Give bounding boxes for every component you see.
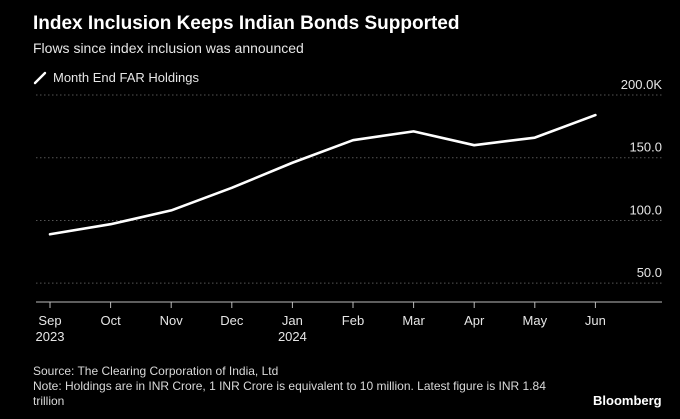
x-tick-label: Dec <box>220 313 244 328</box>
series-line <box>48 113 597 236</box>
chart-subtitle: Flows since index inclusion was announce… <box>33 40 304 56</box>
x-tick-label: Jan <box>282 313 303 328</box>
chart-footer: Source: The Clearing Corporation of Indi… <box>33 364 563 409</box>
x-tick-label: Mar <box>402 313 425 328</box>
source-note: Source: The Clearing Corporation of Indi… <box>33 364 279 378</box>
legend-label: Month End FAR Holdings <box>53 70 199 85</box>
x-tick-label: Feb <box>342 313 364 328</box>
x-tick-label: 2024 <box>278 329 307 344</box>
x-tick-label: Jun <box>585 313 606 328</box>
y-tick-label: 200.0K <box>621 77 663 92</box>
brand-logo: Bloomberg <box>593 393 662 408</box>
y-tick-label: 50.0 <box>637 265 662 280</box>
data-note: Note: Holdings are in INR Crore, 1 INR C… <box>33 379 546 408</box>
y-tick-label: 100.0 <box>629 202 662 217</box>
x-tick-label: May <box>523 313 548 328</box>
legend: Month End FAR Holdings <box>33 70 199 85</box>
x-tick-label: Apr <box>464 313 485 328</box>
chart-title: Index Inclusion Keeps Indian Bonds Suppo… <box>33 13 460 34</box>
x-tick-label: Oct <box>100 313 121 328</box>
diagonal-line-icon <box>33 71 47 84</box>
y-tick-label: 150.0 <box>629 140 662 155</box>
x-tick-label: Sep <box>38 313 61 328</box>
x-tick-label: Nov <box>160 313 184 328</box>
x-tick-label: 2023 <box>36 329 65 344</box>
